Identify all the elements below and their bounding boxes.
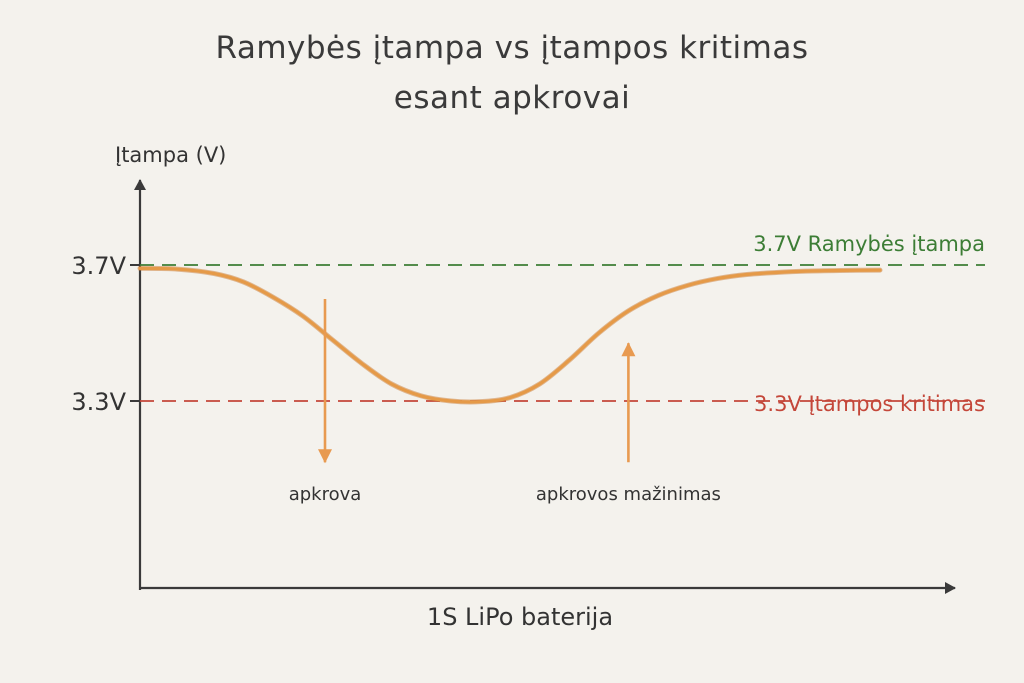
reference-line-label: 3.7V Ramybės įtampa [753, 232, 985, 256]
chart-title-line-1: Ramybės įtampa vs įtampos kritimas [215, 30, 809, 66]
series-layer [137, 265, 883, 405]
y-ticks: 3.7V 3.3V [71, 252, 140, 416]
annotations: apkrova apkrovos mažinimas [289, 299, 721, 505]
x-axis-label: 1S LiPo baterija [427, 603, 613, 631]
annotation-label: apkrovos mažinimas [536, 484, 721, 505]
annotation-label: apkrova [289, 484, 362, 505]
series-line-shadow [137, 265, 883, 405]
chart-title-line-2: esant apkrovai [393, 80, 631, 116]
y-axis-label: Įtampa (V) [115, 143, 226, 167]
reference-line-label: 3.3V Įtampos kritimas [754, 392, 985, 416]
reference-lines: 3.7V Ramybės įtampa 3.3V Įtampos kritimas [140, 232, 985, 416]
series-line [138, 266, 882, 404]
y-tick-label: 3.3V [71, 388, 126, 416]
y-tick-label: 3.7V [71, 252, 126, 280]
